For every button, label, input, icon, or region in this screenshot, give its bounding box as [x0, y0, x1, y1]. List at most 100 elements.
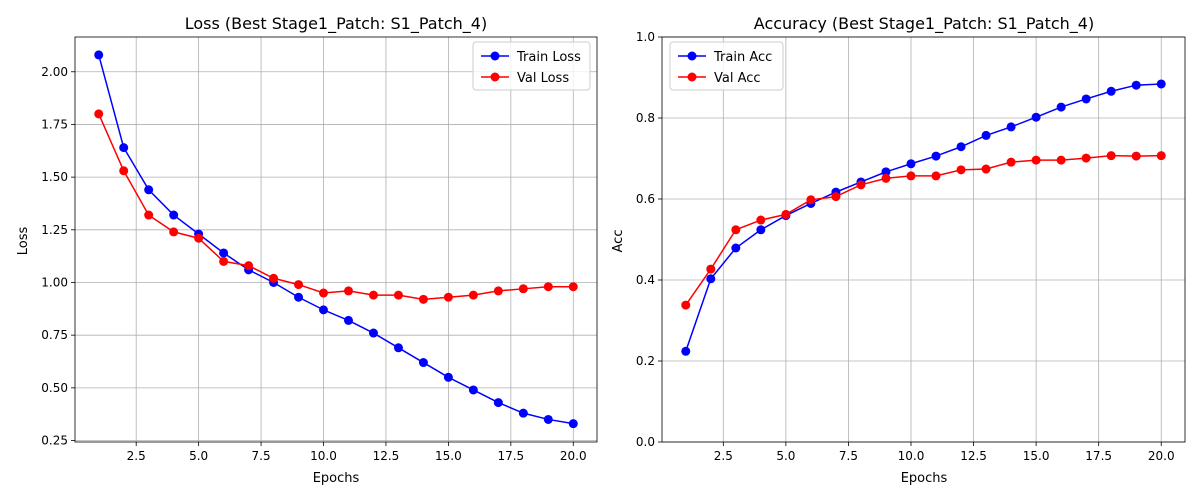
loss-y-tick-label: 1.25: [41, 223, 68, 237]
accuracy-y-axis-label: Acc: [611, 230, 626, 253]
accuracy-y-tick-label: 0.4: [636, 273, 655, 287]
accuracy-series-train-acc-point: [1131, 80, 1141, 90]
loss-series-val-loss-point: [468, 290, 478, 300]
loss-y-tick-label: 1.00: [41, 275, 68, 289]
accuracy-x-tick-label: 15.0: [1023, 449, 1050, 463]
loss-y-tick-label: 0.25: [41, 434, 68, 448]
loss-series-train-loss-point: [119, 143, 129, 153]
accuracy-x-tick-label: 20.0: [1148, 449, 1175, 463]
loss-series-val-loss-point: [194, 233, 204, 243]
accuracy-series-val-acc-point: [756, 215, 766, 225]
accuracy-series-val-acc-point: [1031, 155, 1041, 165]
accuracy-series-val-acc-point: [856, 180, 866, 190]
loss-legend-val-marker: [490, 72, 500, 82]
loss-series-val-loss-point: [443, 292, 453, 302]
loss-x-tick-label: 5.0: [189, 449, 208, 463]
accuracy-series-val-acc-point: [806, 195, 816, 205]
accuracy-series-val-acc-point: [1006, 157, 1016, 167]
loss-chart: Loss (Best Stage1_Patch: S1_Patch_4) Epo…: [16, 14, 598, 486]
accuracy-y-tick-label: 0.2: [636, 354, 655, 368]
accuracy-legend: Train Acc Val Acc: [669, 41, 784, 91]
loss-x-axis-label: Epochs: [313, 471, 360, 486]
accuracy-x-tick-label: 2.5: [714, 449, 733, 463]
accuracy-series-val-acc-point: [781, 209, 791, 219]
accuracy-series-train-acc-point: [1156, 79, 1166, 89]
loss-x-tick-label: 2.5: [127, 449, 146, 463]
accuracy-series-train-acc-point: [931, 151, 941, 161]
loss-series-val-loss-line: [98, 113, 574, 301]
accuracy-series-val-acc-point: [981, 164, 991, 174]
loss-x-tick-label: 12.5: [373, 449, 400, 463]
loss-axes: 2.5 5.0 7.5 10.0 12.5 15.0 17.5 20.0 0.25 0.50 0.7…: [41, 36, 598, 463]
accuracy-series-train-acc-point: [956, 142, 966, 152]
loss-legend-frame: [472, 41, 591, 91]
accuracy-grid: [662, 36, 1185, 443]
accuracy-y-tick-label: 0.0: [636, 435, 655, 449]
loss-series-val-loss-point: [493, 286, 503, 296]
accuracy-y-tick-label: 0.6: [636, 192, 655, 206]
accuracy-series-train-acc-point: [706, 274, 716, 284]
loss-x-tick-label: 20.0: [560, 449, 587, 463]
loss-series-train-loss-point: [169, 210, 179, 220]
accuracy-series-val-acc-point: [956, 165, 966, 175]
accuracy-chart-title: Accuracy (Best Stage1_Patch: S1_Patch_4): [754, 14, 1094, 34]
loss-series-val-loss-point: [518, 284, 528, 294]
accuracy-legend-train-label: Train Acc: [713, 50, 772, 65]
accuracy-series-train-acc-point: [881, 167, 891, 177]
loss-y-tick-label: 2.00: [41, 65, 68, 79]
loss-series-train-loss-point: [219, 248, 229, 258]
loss-legend-train-marker: [490, 51, 500, 61]
accuracy-series-val-acc-point: [731, 225, 741, 235]
loss-series-train-loss-point: [443, 372, 453, 382]
loss-series: [94, 50, 578, 429]
loss-series-val-loss-point: [418, 294, 428, 304]
accuracy-series-val-acc-point: [681, 300, 691, 310]
loss-series-val-loss-point: [144, 210, 154, 220]
accuracy-series-val-acc-point: [831, 192, 841, 202]
loss-grid: [75, 37, 597, 442]
loss-series-val-loss-point: [244, 261, 254, 271]
loss-y-tick-label: 0.75: [41, 328, 68, 342]
loss-series-train-loss-point: [368, 328, 378, 338]
loss-legend-train-label: Train Loss: [516, 50, 581, 65]
loss-series-val-loss-point: [119, 166, 129, 176]
accuracy-legend-frame: [669, 41, 784, 91]
accuracy-y-tick-label: 1.0: [636, 30, 655, 44]
loss-chart-title: Loss (Best Stage1_Patch: S1_Patch_4): [185, 14, 487, 34]
loss-y-axis-label: Loss: [16, 227, 31, 256]
loss-legend: Train Loss Val Loss: [472, 41, 591, 91]
accuracy-x-tick-label: 10.0: [898, 449, 925, 463]
loss-series-train-loss-point: [294, 292, 304, 302]
loss-series-val-loss-point: [269, 273, 279, 283]
loss-legend-val-label: Val Loss: [517, 71, 569, 86]
loss-series-train-loss-point: [94, 50, 104, 60]
accuracy-series-val-acc-point: [1156, 151, 1166, 161]
accuracy-x-tick-label: 5.0: [776, 449, 795, 463]
loss-x-tick-label: 7.5: [252, 449, 271, 463]
accuracy-x-axis-label: Epochs: [901, 471, 948, 486]
accuracy-series-train-acc-point: [681, 346, 691, 356]
accuracy-series-val-acc-point: [906, 171, 916, 181]
accuracy-series-val-acc-point: [881, 173, 891, 183]
loss-series-train-loss-point: [493, 398, 503, 408]
loss-series-val-loss-point: [543, 282, 553, 292]
accuracy-x-tick-label: 12.5: [960, 449, 987, 463]
loss-series-train-loss-line: [98, 54, 574, 425]
loss-series-train-loss-point: [418, 358, 428, 368]
loss-x-tick-label: 10.0: [310, 449, 337, 463]
accuracy-y-tick-label: 0.8: [636, 111, 655, 125]
loss-y-tick-label: 1.75: [41, 117, 68, 131]
loss-series-train-loss-point: [468, 385, 478, 395]
accuracy-legend-val-marker: [687, 72, 697, 82]
accuracy-series-train-acc-point: [981, 130, 991, 140]
loss-series-train-loss-point: [319, 305, 329, 315]
loss-series-val-loss-point: [393, 290, 403, 300]
accuracy-series: [681, 79, 1166, 356]
accuracy-series-train-acc-point: [1031, 112, 1041, 122]
loss-series-val-loss-point: [294, 280, 304, 290]
accuracy-series-train-acc-point: [906, 159, 916, 169]
loss-x-tick-label: 17.5: [497, 449, 524, 463]
accuracy-series-train-acc-point: [1006, 122, 1016, 132]
loss-plot-frame: [74, 36, 598, 443]
